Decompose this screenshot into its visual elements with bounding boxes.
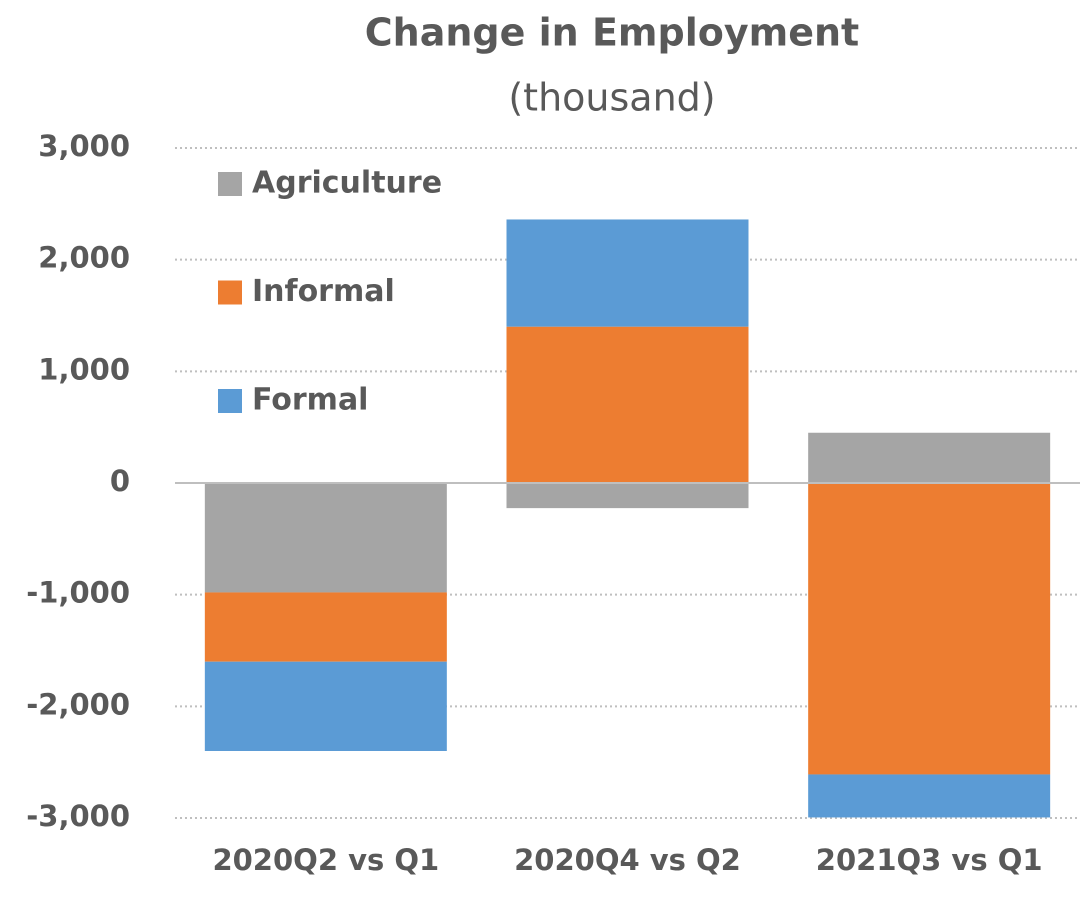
bar-segment [808, 432, 1051, 483]
bar-segment [506, 483, 749, 509]
x-tick-label: 2021Q3 vs Q1 [816, 843, 1043, 877]
y-tick-label: -2,000 [26, 687, 130, 721]
bar-segment [204, 661, 447, 751]
chart-title: Change in Employment [365, 11, 859, 55]
legend-label: Agriculture [252, 166, 442, 201]
chart-subtitle: (thousand) [508, 76, 715, 120]
x-tick-label: 2020Q2 vs Q1 [212, 843, 439, 877]
y-tick-label: -1,000 [26, 576, 130, 610]
y-tick-label: 2,000 [38, 241, 130, 275]
bar-segment [204, 483, 447, 593]
y-tick-label: 0 [110, 464, 130, 498]
legend-swatch [218, 172, 242, 196]
y-tick-label: 3,000 [38, 129, 130, 163]
y-tick-label: -3,000 [26, 799, 130, 833]
legend-label: Formal [252, 383, 368, 418]
y-tick-label: 1,000 [38, 352, 130, 386]
bar-segment [506, 326, 749, 483]
bar-segment [204, 592, 447, 662]
x-tick-label: 2020Q4 vs Q2 [514, 843, 741, 877]
legend-swatch [218, 280, 242, 305]
bar-segment [808, 483, 1051, 775]
bar-segment [506, 219, 749, 327]
legend-label: Informal [252, 274, 395, 309]
bar-segment [808, 774, 1051, 818]
legend-swatch [218, 389, 242, 413]
